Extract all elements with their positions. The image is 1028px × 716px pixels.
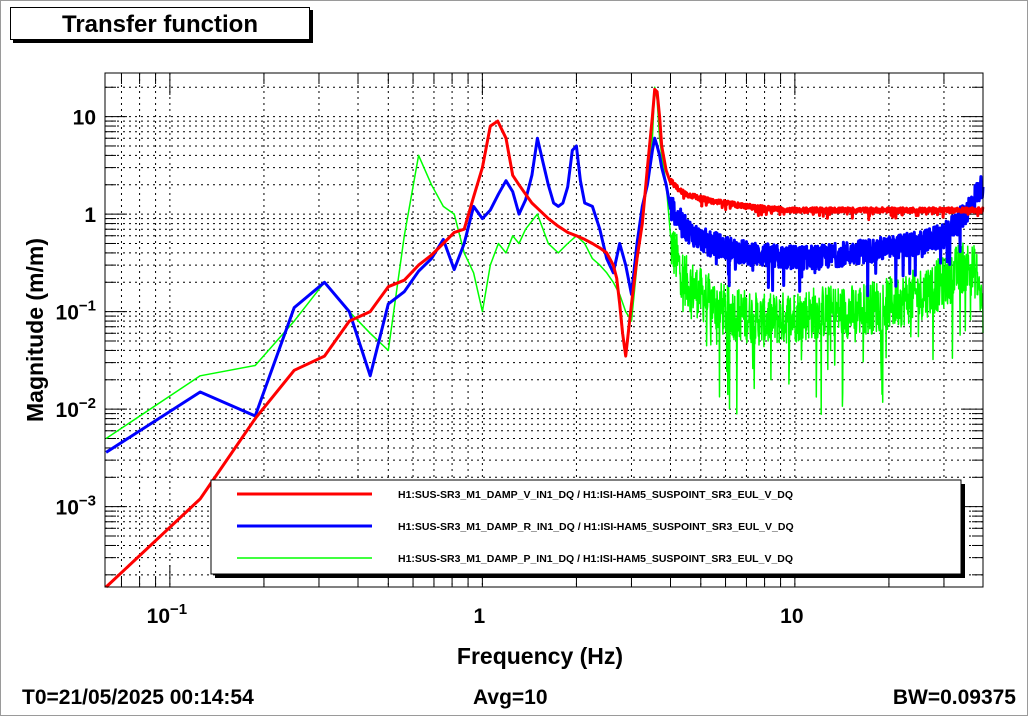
x-tick-label: 1 <box>474 605 486 628</box>
y-axis-title: Magnitude (m/m) <box>22 238 48 422</box>
series-line-1 <box>105 136 985 454</box>
x-tick-label: 10 <box>780 605 803 628</box>
x-tick-label: 10−1 <box>147 601 187 628</box>
y-tick-label: 10−1 <box>56 298 96 325</box>
series-line-2 <box>105 86 984 440</box>
footer-t0-label: T0=21/05/2025 00:14:54 <box>22 686 254 709</box>
legend-entry-2: H1:SUS-SR3_M1_DAMP_P_IN1_DQ / H1:ISI-HAM… <box>398 553 793 565</box>
plot-frame <box>104 72 984 588</box>
legend-entry-0: H1:SUS-SR3_M1_DAMP_V_IN1_DQ / H1:ISI-HAM… <box>398 489 793 501</box>
y-tick-label: 1 <box>84 204 96 227</box>
chart-title: Transfer function <box>10 7 310 40</box>
y-tick-label: 10−3 <box>56 493 96 520</box>
y-tick-label: 10 <box>73 107 96 130</box>
y-tick-label: 10−2 <box>56 395 96 422</box>
footer-avg-label: Avg=10 <box>473 686 548 709</box>
series-line-0 <box>105 87 985 589</box>
legend-entry-1: H1:SUS-SR3_M1_DAMP_R_IN1_DQ / H1:ISI-HAM… <box>398 521 794 533</box>
x-axis-title: Frequency (Hz) <box>457 643 623 669</box>
footer-bw-label: BW=0.09375 <box>892 686 1016 709</box>
